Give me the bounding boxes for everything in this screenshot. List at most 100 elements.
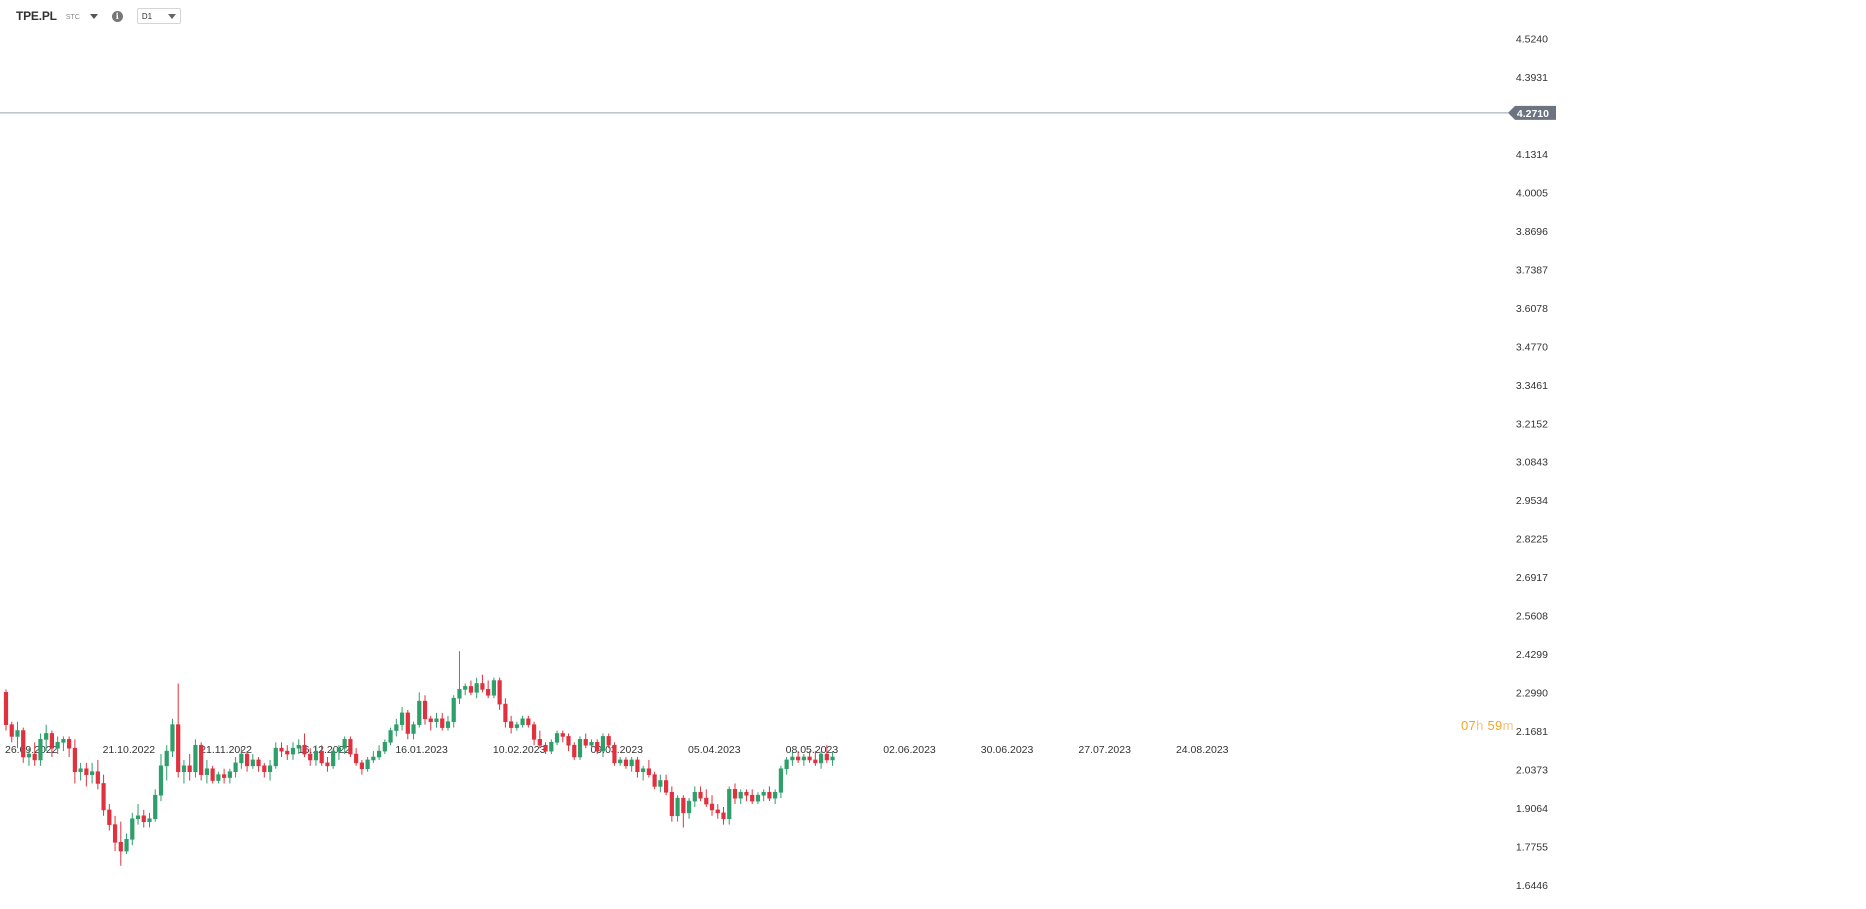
candle-body [382,741,387,752]
current-price-label: 4.2710 [1517,108,1549,120]
x-tick-label: 16.01.2023 [395,744,448,756]
candle-body [520,718,525,725]
y-tick-label: 2.1681 [1516,726,1548,738]
x-tick-label: 21.10.2022 [103,744,156,756]
chart-toolbar: TPE.PL STC i D1 [16,6,181,26]
candle-body [463,686,468,690]
x-tick-label: 10.02.2023 [493,744,546,756]
candle-body [721,812,726,820]
candle-body [572,744,577,758]
x-tick-label: 02.06.2023 [883,744,936,756]
candle-body [32,753,37,761]
candle-body [629,759,634,767]
candle-body [308,753,313,761]
candle-body [3,692,9,725]
candle-body [130,818,135,840]
candle-body [181,765,187,772]
candle-body [193,744,198,772]
candle-body [422,700,428,720]
candle-body [250,759,255,767]
countdown-minutes: 59 [1487,718,1503,733]
candle-body [549,741,554,752]
timeframe-select[interactable]: D1 [136,8,181,24]
y-tick-label: 2.4299 [1516,649,1548,661]
candle-body [21,730,26,758]
candle-body [818,753,824,764]
candle-body [796,756,801,761]
candle-body [15,730,20,737]
candle-body [176,724,181,772]
candle-body [49,733,55,749]
candle-body [824,753,829,761]
candle-body [606,736,611,746]
candle-body [61,739,66,743]
y-tick-label: 1.7755 [1516,842,1548,854]
candle-body [84,768,89,775]
candle-body [187,765,192,772]
candle-body [577,739,583,758]
y-tick-label: 2.2990 [1516,688,1548,700]
candle-body [738,791,743,799]
x-tick-label: 30.06.2023 [981,744,1034,756]
y-tick-label: 3.6078 [1516,303,1548,315]
candle-body [371,756,376,761]
y-tick-label: 1.9064 [1516,803,1548,815]
y-tick-label: 2.5608 [1516,611,1548,623]
candle-body [445,721,451,728]
candle-body [681,797,686,814]
candle-body [755,794,761,802]
candle-body [267,765,273,772]
candle-body [72,747,77,772]
candle-body [526,718,531,725]
y-tick-label: 4.3931 [1516,72,1548,84]
candle-body [773,791,778,799]
y-tick-label: 4.5240 [1516,33,1548,45]
candle-body [537,739,542,746]
chevron-down-icon[interactable] [89,13,98,19]
candle-body [9,724,14,737]
candle-body [78,768,83,772]
candle-body [589,741,594,746]
x-tick-label: 24.08.2023 [1176,744,1229,756]
candle-body [290,747,296,755]
candle-body [663,780,669,793]
y-tick-label: 4.0005 [1516,187,1548,199]
candle-body [90,771,95,775]
countdown-hours: 07 [1461,718,1477,733]
candle-body [727,789,732,820]
candle-body [658,780,663,787]
candle-body [365,759,370,770]
candle-body [101,783,106,811]
candle-body [158,765,164,796]
candle-body [210,768,215,781]
candle-body [641,768,646,772]
candle-body [531,724,537,740]
candle-body [256,759,261,767]
candle-body [227,771,232,778]
candle-body [273,747,278,767]
candle-body [474,683,479,693]
candle-body [554,733,560,743]
candle-body [497,680,502,705]
y-tick-label: 3.0843 [1516,457,1548,469]
candle-body [204,768,210,775]
x-tick-label: 16.12.2022 [298,744,351,756]
candle-body [675,797,680,817]
x-tick-label: 26.09.2022 [5,744,58,756]
y-tick-label: 3.8696 [1516,226,1548,238]
candle-body [692,791,697,802]
candle-body [233,762,238,772]
candle-body [704,797,709,805]
y-tick-label: 2.8225 [1516,534,1548,546]
candle-body [199,744,204,775]
candle-body [170,724,175,752]
symbol-label[interactable]: TPE.PL [16,9,57,23]
candle-body [813,759,818,764]
y-tick-label: 3.4770 [1516,341,1548,353]
candle-body [124,839,129,852]
candle-body [669,791,674,817]
market-label: STC [65,14,80,21]
candle-body [405,712,410,734]
info-icon[interactable]: i [111,10,123,22]
